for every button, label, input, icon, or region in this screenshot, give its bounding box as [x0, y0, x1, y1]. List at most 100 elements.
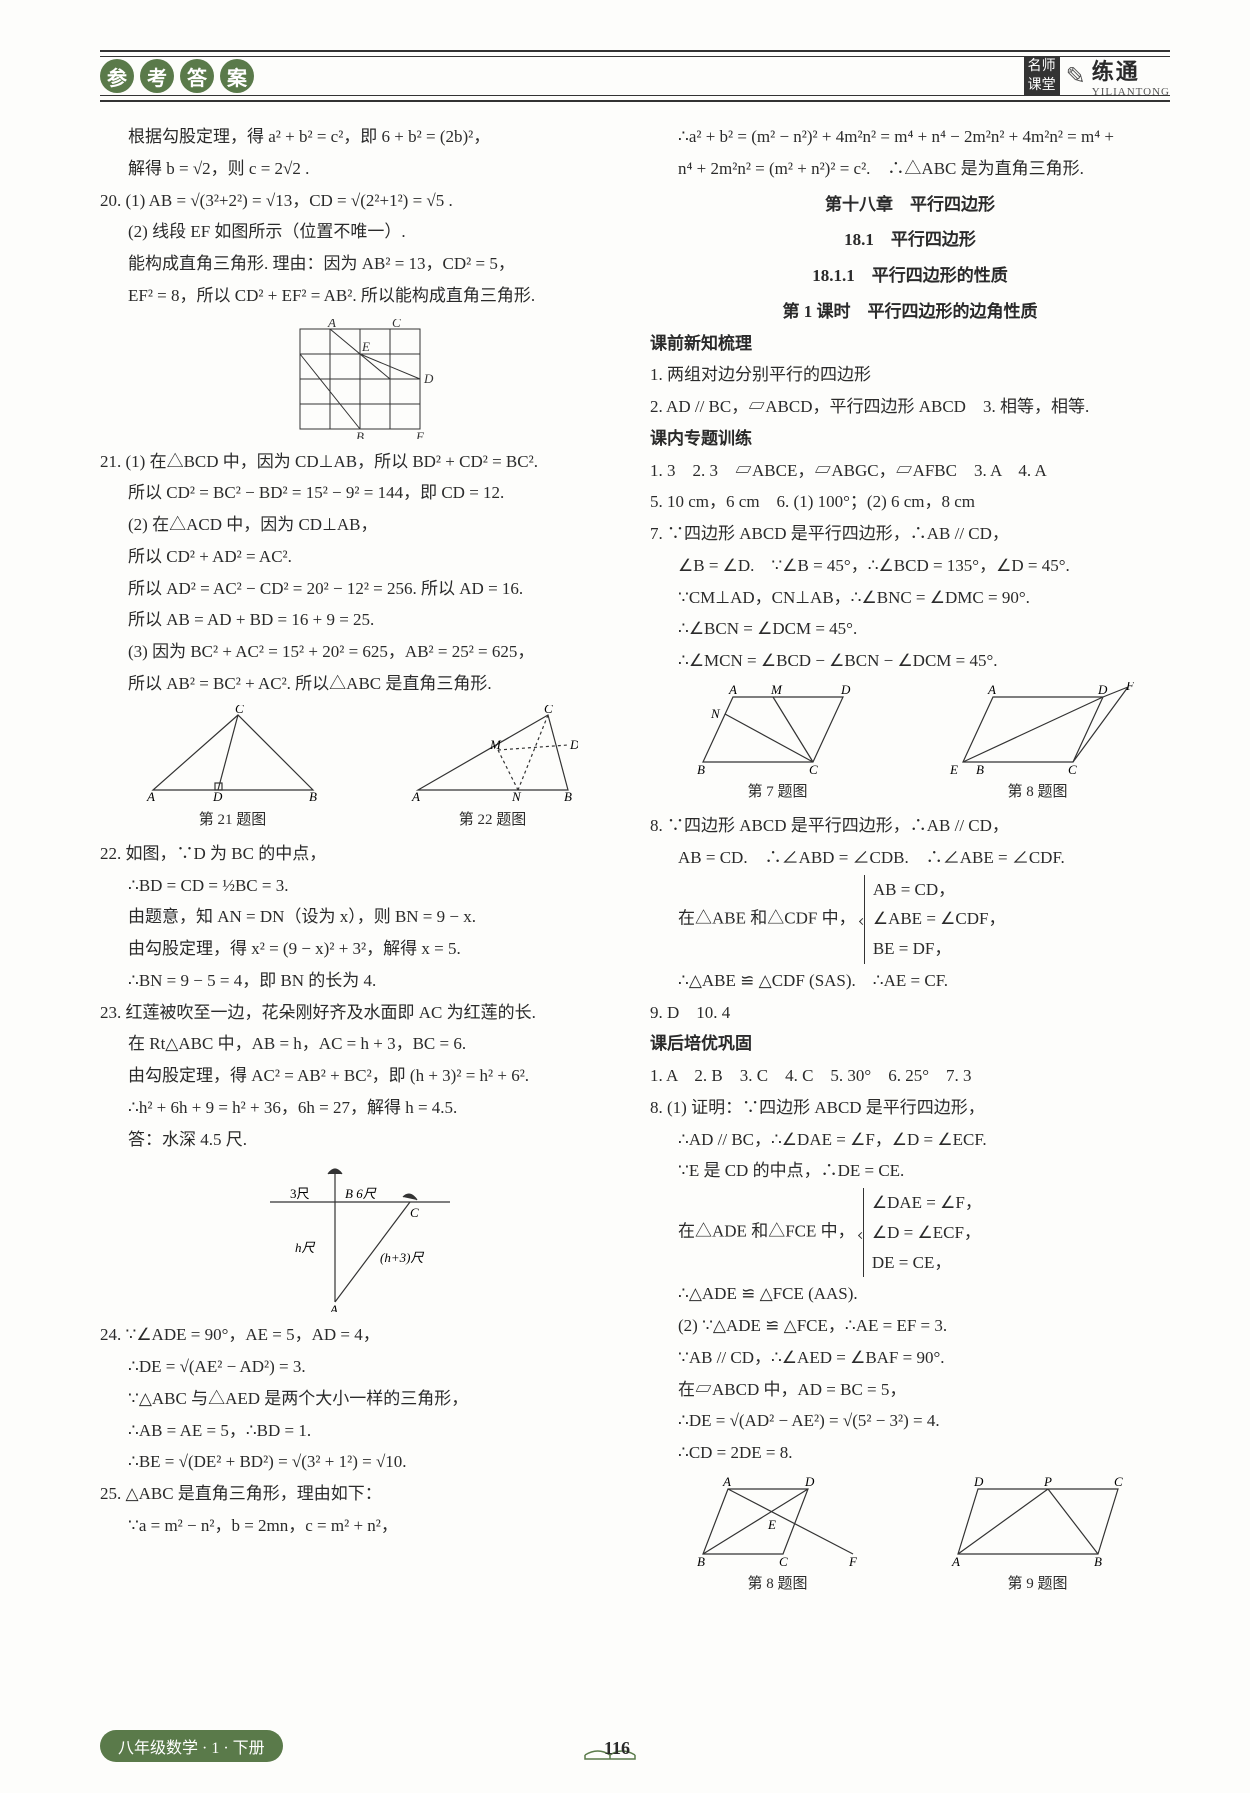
page-footer: 八年级数学 · 1 · 下册 116 [0, 1729, 1250, 1763]
svg-text:C: C [235, 705, 244, 716]
b1: AB = CD， [873, 880, 955, 899]
svg-text:F: F [415, 429, 425, 439]
q24-3: ∵△ABC 与△AED 是两个大小一样的三角形， [100, 1384, 620, 1414]
q23-5: 答：水深 4.5 尺. [100, 1125, 620, 1155]
q21-4: 所以 CD² + AD² = AC². [100, 542, 620, 572]
svg-text:E: E [767, 1517, 776, 1532]
pb3: DE = CE， [872, 1253, 951, 1272]
brace-icon: ∠DAE = ∠F， ∠D = ∠ECF， DE = CE， [863, 1188, 982, 1277]
stamp-1: 参 [100, 59, 134, 93]
svg-text:F: F [1125, 682, 1135, 693]
figure-7-8: A M D N B C 第 7 题图 A [650, 682, 1170, 805]
q22-5: ∴BN = 9 − 5 = 4，即 BN 的长为 4. [100, 966, 620, 996]
i8-2: AB = CD. ∴∠ABD = ∠CDB. ∴∠ABE = ∠CDF. [650, 843, 1170, 873]
q21-2: 所以 CD² = BC² − BD² = 15² − 9² = 144，即 CD… [100, 478, 620, 508]
svg-text:A: A [728, 682, 737, 697]
svg-text:B: B [697, 762, 705, 777]
q20-1: 20. (1) AB = √(3²+2²) = √13，CD = √(2²+1²… [100, 186, 620, 216]
svg-text:B: B [564, 789, 572, 804]
svg-text:P: P [1043, 1474, 1052, 1489]
brand-block: 练通 YILIANTONG [1092, 54, 1170, 98]
svg-text:A: A [146, 789, 155, 804]
svg-text:A: A [411, 789, 420, 804]
i9: 9. D 10. 4 [650, 998, 1170, 1028]
figure-8b-9: A D E B C F 第 8 题图 D P [650, 1474, 1170, 1597]
brand-sub: YILIANTONG [1092, 86, 1170, 98]
svg-text:D: D [840, 682, 851, 697]
q22-1: 22. 如图，∵D 为 BC 的中点， [100, 839, 620, 869]
fig22-caption: 第 22 题图 [408, 807, 578, 833]
p2: 2. AD // BC，▱ABCD，平行四边形 ABCD 3. 相等，相等. [650, 392, 1170, 422]
q21-3: (2) 在△ACD 中，因为 CD⊥AB， [100, 510, 620, 540]
svg-text:A: A [329, 1302, 338, 1312]
po8-1: 8. (1) 证明：∵四边形 ABCD 是平行四边形， [650, 1093, 1170, 1123]
q24-4: ∴AB = AE = 5，∴BD = 1. [100, 1416, 620, 1446]
i8-3-text: 在△ABE 和△CDF 中， [678, 908, 856, 927]
q21-7: (3) 因为 BC² + AC² = 15² + 20² = 625，AB² =… [100, 637, 620, 667]
q20-4: EF² = 8，所以 CD² + EF² = AB². 所以能构成直角三角形. [100, 281, 620, 311]
stamp-4: 案 [220, 59, 254, 93]
q23-1: 23. 红莲被吹至一边，花朵刚好齐及水面即 AC 为红莲的长. [100, 998, 620, 1028]
q25-2: ∵a = m² − n²，b = 2mn，c = m² + n²， [100, 1511, 620, 1541]
fig9-cap: 第 9 题图 [938, 1571, 1138, 1597]
q25-1: 25. △ABC 是直角三角形，理由如下： [100, 1479, 620, 1509]
stamp-2: 考 [140, 59, 174, 93]
q23-4: ∴h² + 6h + 9 = h² + 36，6h = 27，解得 h = 4.… [100, 1093, 620, 1123]
q22-3: 由题意，知 AN = DN（设为 x），则 BN = 9 − x. [100, 902, 620, 932]
badge-bottom: 课堂 [1024, 76, 1060, 95]
i7-1: 7. ∵四边形 ABCD 是平行四边形，∴AB // CD， [650, 519, 1170, 549]
q23-2: 在 Rt△ABC 中，AB = h，AC = h + 3，BC = 6. [100, 1029, 620, 1059]
left-column: 根据勾股定理，得 a² + b² = c²，即 6 + b² = (2b)²， … [100, 122, 620, 1603]
brace-icon: AB = CD， ∠ABE = ∠CDF， BE = DF， [864, 875, 1006, 964]
svg-text:F: F [848, 1554, 858, 1569]
po8-5: ∴△ADE ≌ △FCE (AAS). [650, 1279, 1170, 1309]
svg-text:D: D [569, 737, 578, 752]
figure-20: A C E D B F [100, 319, 620, 439]
svg-text:(h+3)尺: (h+3)尺 [380, 1250, 424, 1265]
po8-3: ∵E 是 CD 的中点，∴DE = CE. [650, 1156, 1170, 1186]
svg-text:h尺: h尺 [295, 1240, 316, 1255]
page-number-text: 116 [604, 1738, 630, 1759]
po1: 1. A 2. B 3. C 4. C 5. 30° 6. 25° 7. 3 [650, 1061, 1170, 1091]
svg-text:D: D [423, 371, 434, 386]
svg-text:A: A [951, 1554, 960, 1569]
po8-10: ∴CD = 2DE = 8. [650, 1438, 1170, 1468]
po8-6: (2) ∵△ADE ≌ △FCE，∴AE = EF = 3. [650, 1311, 1170, 1341]
svg-text:B: B [1094, 1554, 1102, 1569]
i7-4: ∴∠BCN = ∠DCM = 45°. [650, 614, 1170, 644]
svg-text:D: D [212, 789, 223, 804]
q24-2: ∴DE = √(AE² − AD²) = 3. [100, 1352, 620, 1382]
svg-text:E: E [361, 339, 370, 354]
svg-text:A: A [987, 682, 996, 697]
r1: ∴a² + b² = (m² − n²)² + 4m²n² = m⁴ + n⁴ … [650, 122, 1170, 152]
svg-text:M: M [489, 737, 502, 752]
i5: 5. 10 cm，6 cm 6. (1) 100°；(2) 6 cm，8 cm [650, 487, 1170, 517]
q22-4: 由勾股定理，得 x² = (9 − x)² + 3²，解得 x = 5. [100, 934, 620, 964]
right-column: ∴a² + b² = (m² − n²)² + 4m²n² = m⁴ + n⁴ … [650, 122, 1170, 1603]
s18-1: 18.1 平行四边形 [650, 225, 1170, 255]
pre-title: 课前新知梳理 [650, 329, 1170, 359]
svg-text:C: C [392, 319, 401, 330]
line: 根据勾股定理，得 a² + b² = c²，即 6 + b² = (2b)²， [100, 122, 620, 152]
i7-5: ∴∠MCN = ∠BCD − ∠BCN − ∠DCM = 45°. [650, 646, 1170, 676]
b3: BE = DF， [873, 939, 952, 958]
i1: 1. 3 2. 3 ▱ABCE，▱ABGC，▱AFBC 3. A 4. A [650, 456, 1170, 486]
fig21-caption: 第 21 题图 [143, 807, 323, 833]
figure-21-22: C A D B 第 21 题图 C M D [100, 705, 620, 833]
svg-text:B: B [976, 762, 984, 777]
q21-8: 所以 AB² = BC² + AC². 所以△ABC 是直角三角形. [100, 669, 620, 699]
svg-text:B: B [356, 429, 364, 439]
svg-text:N: N [511, 789, 522, 804]
fig8b-cap: 第 8 题图 [683, 1571, 873, 1597]
post-title: 课后培优巩固 [650, 1029, 1170, 1059]
stamp-3: 答 [180, 59, 214, 93]
s18-1-1: 18.1.1 平行四边形的性质 [650, 261, 1170, 291]
i8-4: ∴△ABE ≌ △CDF (SAS). ∴AE = CF. [650, 966, 1170, 996]
header-right: 名师 课堂 ✎ 练通 YILIANTONG [1024, 54, 1170, 98]
svg-text:N: N [710, 706, 721, 721]
svg-text:B 6尺: B 6尺 [345, 1186, 377, 1201]
in-title: 课内专题训练 [650, 424, 1170, 454]
po8-7: ∵AB // CD，∴∠AED = ∠BAF = 90°. [650, 1343, 1170, 1373]
svg-text:C: C [1068, 762, 1077, 777]
q20-2: (2) 线段 EF 如图所示（位置不唯一）. [100, 217, 620, 247]
